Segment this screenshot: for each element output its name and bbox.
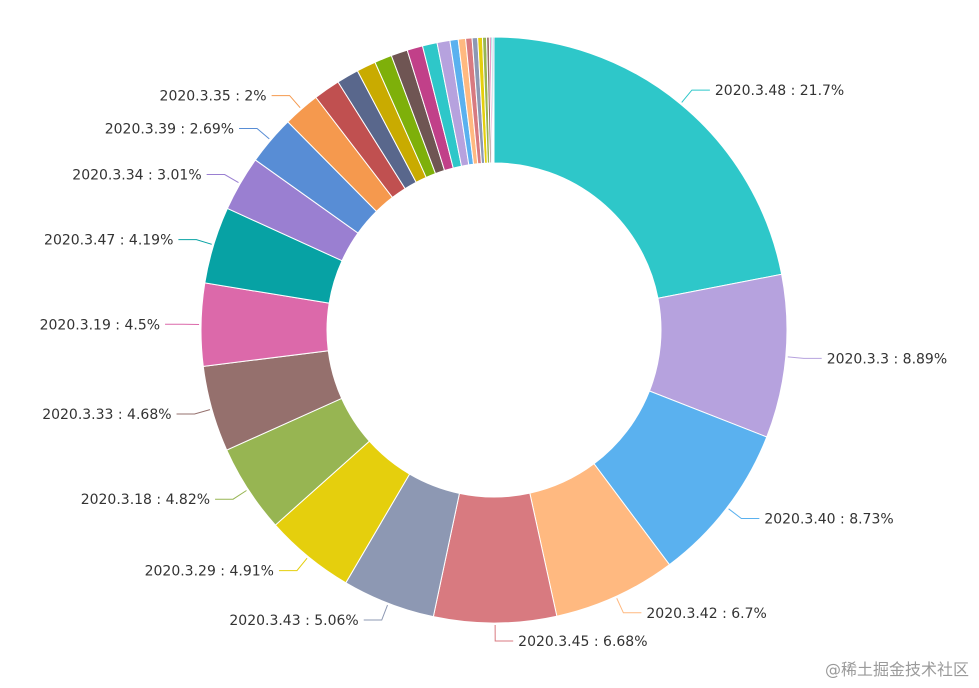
slice-label-2020.3.3: 2020.3.3 : 8.89%: [827, 351, 947, 367]
slice-label-2020.3.42: 2020.3.42 : 6.7%: [646, 606, 766, 622]
leader-line-2020.3.3: [787, 356, 822, 359]
leader-line-2020.3.34: [206, 174, 239, 183]
slices-group: [200, 36, 788, 624]
leader-line-2020.3.47: [178, 239, 212, 245]
slice-label-2020.3.40: 2020.3.40 : 8.73%: [764, 512, 893, 528]
slice-label-2020.3.35: 2020.3.35 : 2%: [160, 89, 267, 105]
leader-line-2020.3.40: [728, 508, 760, 520]
leader-line-2020.3.29: [278, 557, 308, 572]
slice-minor-17[interactable]: [492, 36, 495, 164]
leader-lines-group: [165, 89, 822, 642]
leader-line-2020.3.43: [363, 604, 388, 621]
leader-line-2020.3.45: [494, 624, 514, 642]
slice-label-2020.3.39: 2020.3.39 : 2.69%: [105, 122, 234, 138]
slice-label-2020.3.47: 2020.3.47 : 4.19%: [44, 233, 173, 249]
slice-label-2020.3.43: 2020.3.43 : 5.06%: [229, 613, 358, 629]
slice-label-2020.3.45: 2020.3.45 : 6.68%: [518, 634, 647, 650]
watermark-text: @稀土掘金技术社区: [824, 660, 969, 679]
leader-line-2020.3.33: [176, 409, 211, 415]
slice-label-2020.3.33: 2020.3.33 : 4.68%: [42, 407, 171, 423]
slice-label-2020.3.29: 2020.3.29 : 4.91%: [145, 564, 274, 580]
slice-label-2020.3.18: 2020.3.18 : 4.82%: [81, 492, 210, 508]
labels-group: 2020.3.48 : 21.7% 2020.3.3 : 8.89% 2020.3.…: [40, 83, 948, 650]
leader-line-2020.3.42: [616, 598, 642, 614]
leader-line-2020.3.18: [215, 490, 247, 500]
leader-line-2020.3.48: [681, 89, 710, 103]
leader-line-2020.3.39: [239, 128, 270, 140]
slice-label-2020.3.48: 2020.3.48 : 21.7%: [715, 83, 844, 99]
slice-label-2020.3.34: 2020.3.34 : 3.01%: [72, 168, 201, 184]
slice-2020.3.48[interactable]: [493, 36, 783, 299]
slice-label-2020.3.19: 2020.3.19 : 4.5%: [40, 317, 160, 333]
leader-line-2020.3.35: [271, 95, 301, 108]
